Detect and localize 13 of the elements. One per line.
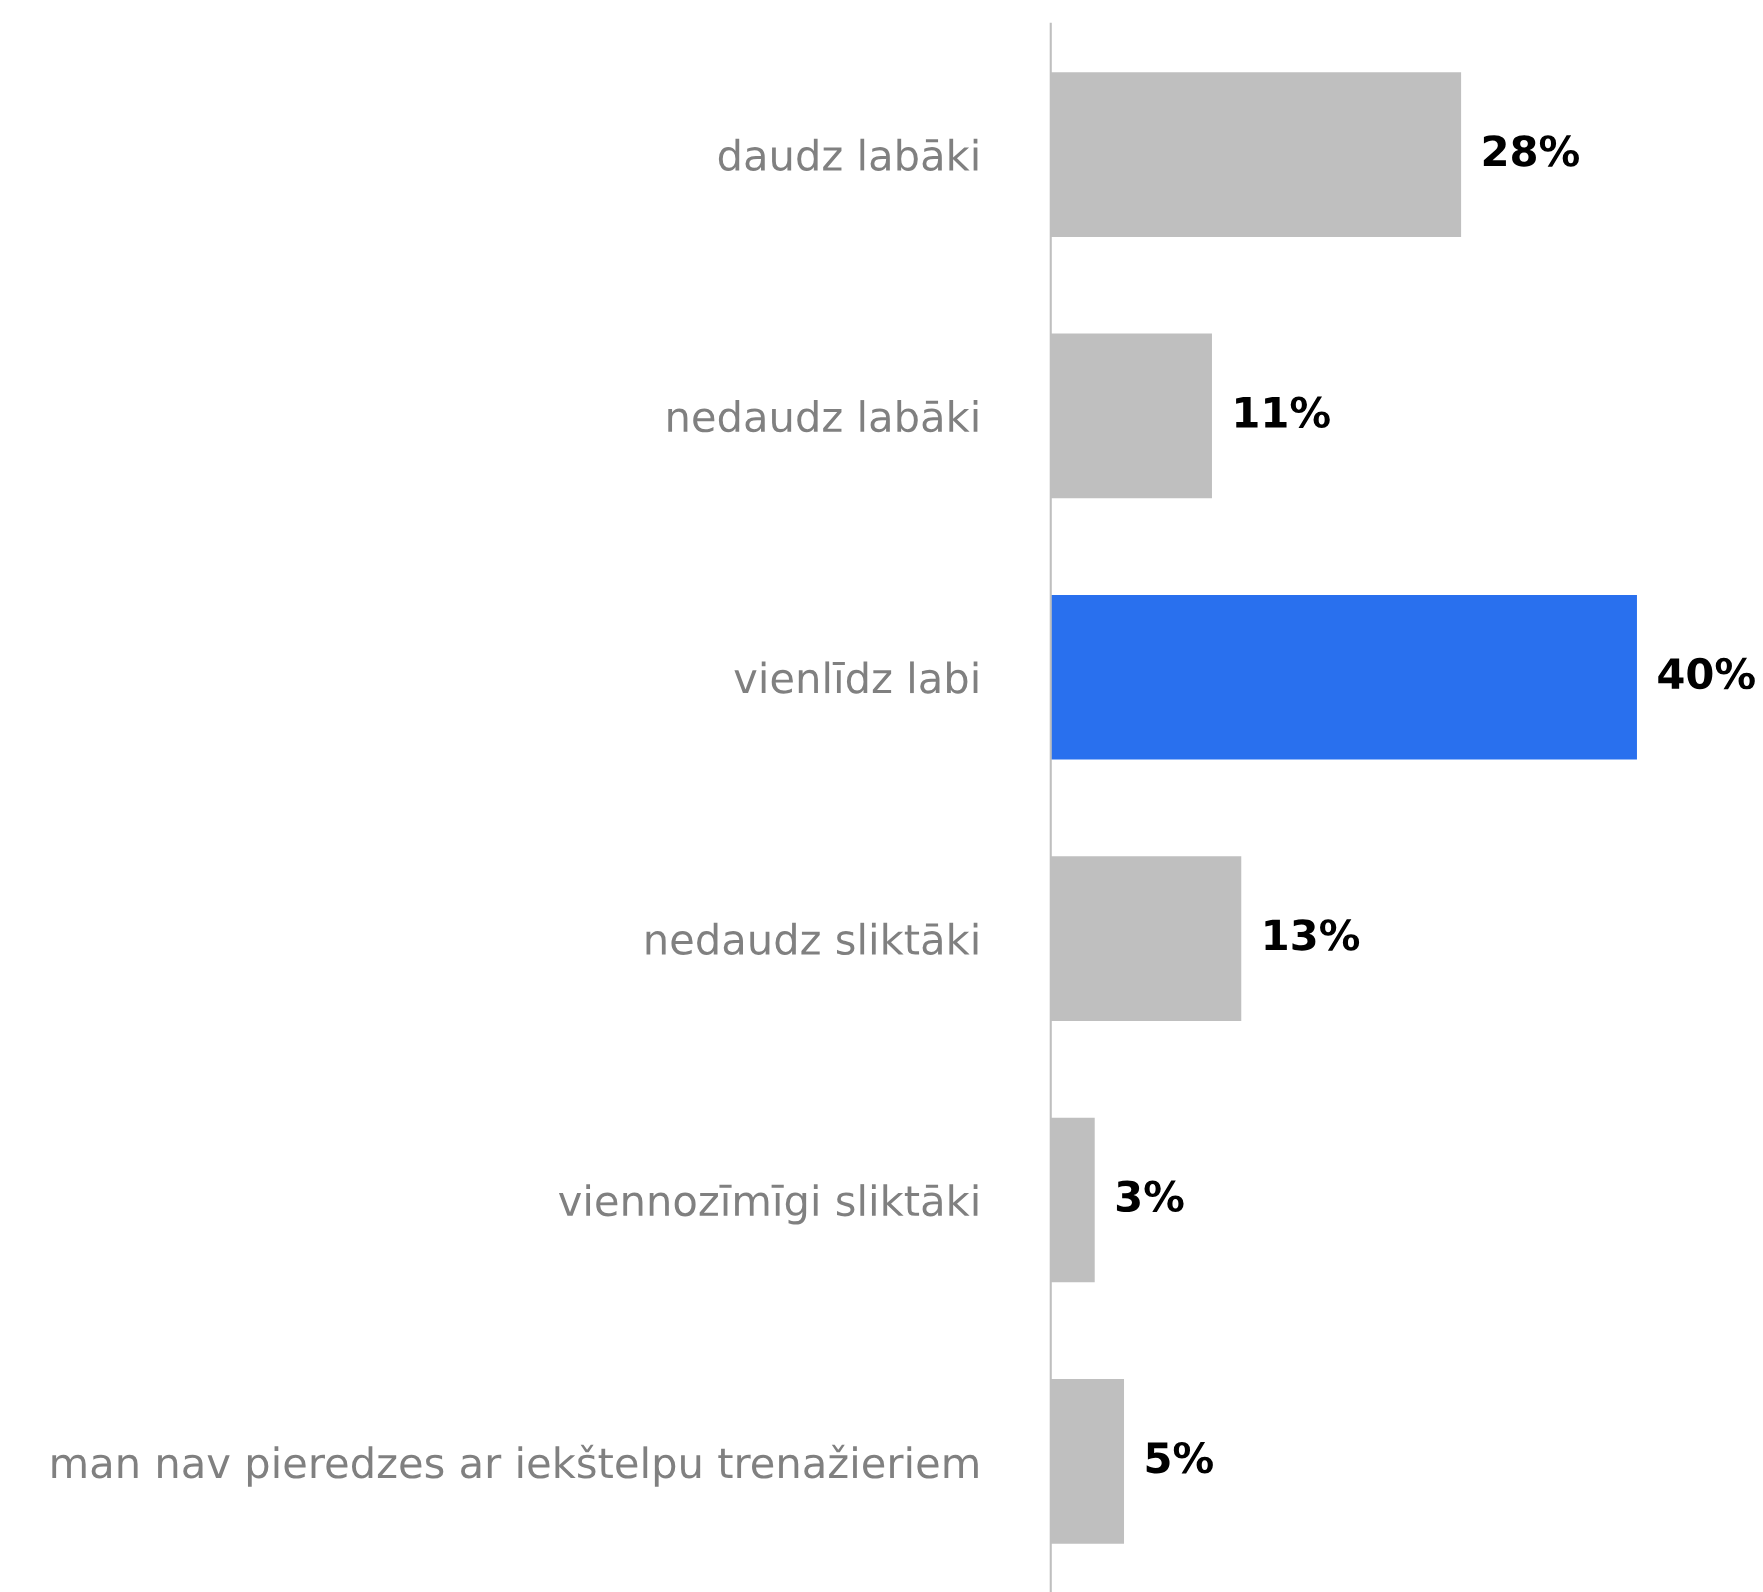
y-tick-label: vienlīdz labi bbox=[734, 661, 978, 694]
data-label: 3% bbox=[1116, 1180, 1184, 1213]
data-label: 13% bbox=[1265, 919, 1360, 951]
y-tick-label: man nav pieredzes ar iekštelpu trenažieriem bbox=[52, 1444, 978, 1487]
bar bbox=[1050, 594, 1637, 760]
y-tick-label: nedaudz sliktāki bbox=[646, 922, 978, 956]
data-label: 28% bbox=[1483, 135, 1579, 167]
y-tick-label: nedaudz labāki bbox=[668, 400, 978, 433]
data-label: 5% bbox=[1146, 1441, 1213, 1474]
y-tick-label: viennozīmīgi sliktāki bbox=[558, 1184, 978, 1225]
y-tick-label: daudz labāki bbox=[718, 138, 978, 171]
data-label: 11% bbox=[1236, 396, 1330, 428]
data-label: 40% bbox=[1658, 657, 1755, 690]
